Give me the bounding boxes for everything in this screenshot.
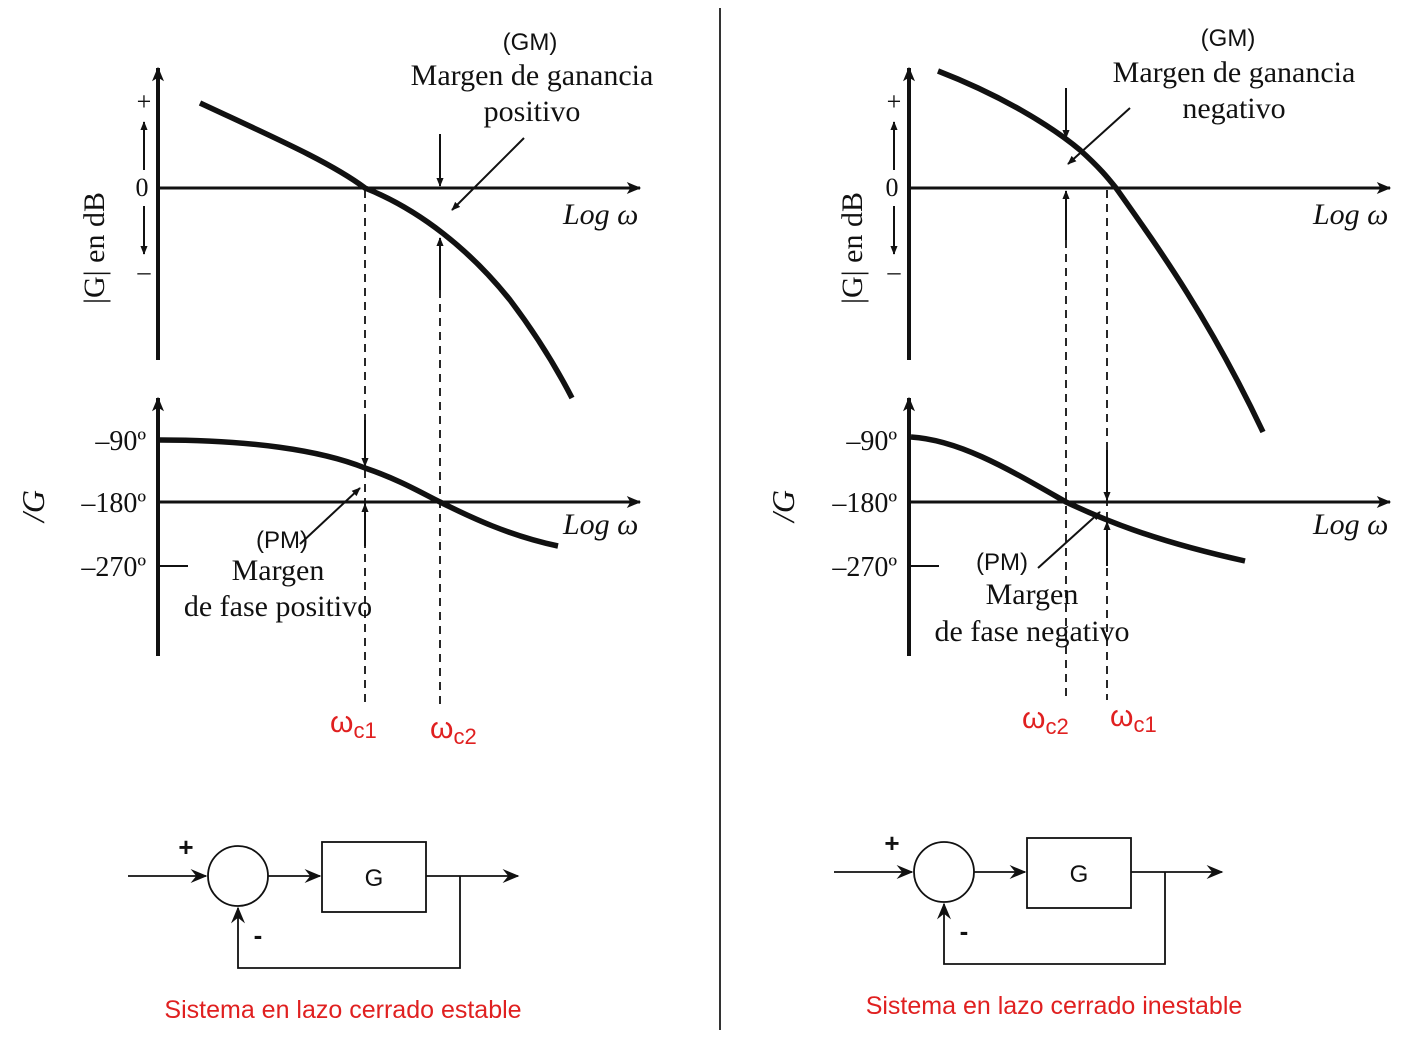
right-g-block — [1026, 837, 1132, 909]
left-tick-m270: –270º — [80, 552, 146, 583]
right-phase-curve — [910, 434, 1246, 564]
left-pm-leader-arrow — [299, 487, 361, 545]
left-pm-line2: de fase positivo — [184, 590, 372, 623]
right-phase-ylabel: /G — [765, 490, 801, 524]
left-g-block — [321, 841, 427, 913]
left-mag-xlabel: Log ω — [562, 198, 638, 231]
right-magnitude-curve — [937, 68, 1266, 434]
right-caption: Sistema en lazo cerrado inestable — [866, 992, 1243, 1020]
right-mag-ylabel: |G| en dB — [836, 192, 869, 304]
left-caption: Sistema en lazo cerrado estable — [164, 996, 521, 1024]
left-wc2-label: ωc2 — [430, 712, 477, 749]
right-gm-tag: (GM) — [1201, 25, 1256, 52]
right-mag-xlabel: Log ω — [1312, 198, 1388, 231]
left-panel: + 0 – |G| en dB Log ω (GM) Margen de gan… — [15, 29, 653, 1024]
right-panel: + 0 – |G| en dB Log ω (GM) Margen de gan… — [765, 25, 1392, 1020]
left-tick-plus: + — [137, 87, 152, 116]
right-pm-tag: (PM) — [976, 549, 1028, 576]
right-g-block-label: G — [1070, 861, 1089, 888]
right-pm-line2: de fase negativo — [935, 615, 1130, 648]
right-tick-plus: + — [887, 87, 902, 116]
left-plus-sign: + — [178, 832, 193, 862]
right-tick-m90: –90º — [845, 426, 897, 457]
right-wc2-label: ωc2 — [1022, 702, 1069, 739]
left-tick-m90: –90º — [94, 426, 146, 457]
left-phase-ylabel: /G — [15, 490, 51, 524]
right-gm-leader-arrow — [1067, 107, 1131, 165]
right-feedback-path — [937, 872, 1166, 965]
right-phase-xlabel: Log ω — [1312, 508, 1388, 541]
right-minus-sign: - — [960, 916, 969, 946]
left-magnitude-curve — [198, 100, 575, 400]
left-g-block-label: G — [365, 865, 384, 892]
left-tick-zero: 0 — [136, 173, 149, 202]
right-gm-line1: Margen de ganancia — [1113, 56, 1356, 89]
left-gm-tag: (GM) — [503, 29, 558, 56]
left-minus-sign: - — [254, 920, 263, 950]
right-block-diagram: G + - — [834, 828, 1224, 965]
left-gm-leader-arrow — [451, 137, 525, 211]
left-tick-m180: –180º — [80, 488, 146, 519]
right-tick-zero: 0 — [886, 173, 899, 202]
right-tick-m180: –180º — [831, 488, 897, 519]
left-gm-line2: positivo — [484, 95, 581, 128]
right-summing-junction — [913, 841, 975, 903]
right-pm-leader-arrow — [1037, 511, 1101, 569]
left-summing-junction — [207, 845, 269, 907]
right-wc1-label: ωc1 — [1110, 700, 1157, 737]
left-pm-tag: (PM) — [256, 527, 308, 554]
right-tick-m270: –270º — [831, 552, 897, 583]
right-gm-line2: negativo — [1182, 92, 1285, 125]
left-wc1-label: ωc1 — [330, 706, 377, 743]
left-feedback-path — [231, 876, 461, 969]
left-mag-ylabel: |G| en dB — [78, 192, 111, 304]
left-block-diagram: G + - — [128, 832, 520, 969]
left-pm-line1: Margen — [232, 554, 325, 587]
left-phase-curve — [159, 437, 559, 549]
right-tick-minus: – — [887, 257, 902, 286]
left-gm-line1: Margen de ganancia — [411, 59, 654, 92]
left-phase-xlabel: Log ω — [562, 508, 638, 541]
right-pm-line1: Margen — [986, 578, 1079, 611]
left-tick-minus: – — [137, 257, 152, 286]
right-plus-sign: + — [884, 828, 899, 858]
